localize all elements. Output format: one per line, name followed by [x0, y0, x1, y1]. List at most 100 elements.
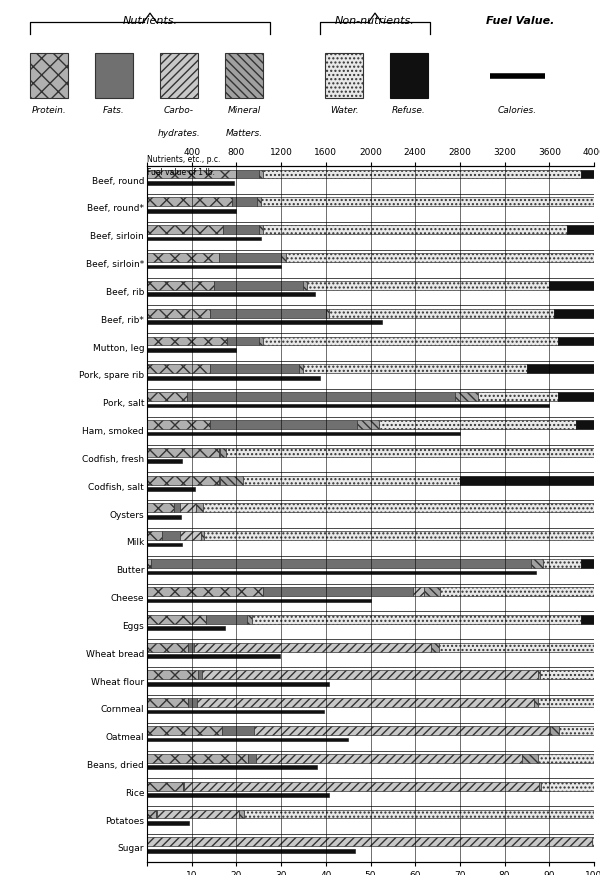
Bar: [147, 821, 190, 825]
Bar: [226, 448, 594, 457]
Bar: [147, 503, 174, 513]
Bar: [581, 559, 594, 568]
Bar: [379, 420, 576, 429]
Bar: [157, 809, 239, 818]
Bar: [242, 476, 460, 485]
Bar: [538, 754, 594, 763]
Bar: [440, 587, 594, 596]
Bar: [581, 170, 594, 178]
Bar: [439, 642, 594, 652]
Bar: [147, 348, 236, 352]
Bar: [147, 459, 182, 463]
Bar: [390, 53, 428, 98]
Bar: [147, 264, 281, 269]
Bar: [147, 181, 234, 185]
Bar: [204, 531, 594, 540]
Bar: [147, 531, 162, 540]
Bar: [147, 626, 225, 630]
Bar: [147, 794, 329, 797]
Bar: [147, 781, 183, 791]
Bar: [202, 670, 538, 679]
Bar: [567, 225, 594, 234]
Text: Nutrients.: Nutrients.: [122, 16, 178, 25]
Text: Protein.: Protein.: [32, 107, 67, 116]
Bar: [413, 587, 424, 596]
Text: Fuel value of 1 lb.: Fuel value of 1 lb.: [147, 168, 215, 177]
Text: Fuel Value.: Fuel Value.: [486, 16, 554, 25]
Bar: [522, 754, 538, 763]
Bar: [542, 559, 581, 568]
Bar: [538, 698, 594, 707]
Bar: [147, 738, 348, 741]
Bar: [188, 698, 197, 707]
Bar: [281, 253, 286, 262]
Bar: [254, 726, 550, 735]
Bar: [263, 225, 567, 234]
Bar: [455, 392, 478, 401]
Bar: [261, 198, 594, 206]
Text: Nutrients, etc., p.c.: Nutrients, etc., p.c.: [147, 155, 220, 164]
Bar: [257, 198, 261, 206]
Bar: [194, 642, 431, 652]
Bar: [225, 53, 263, 98]
Bar: [147, 420, 209, 429]
Text: Carbo-: Carbo-: [164, 107, 194, 116]
Bar: [198, 670, 202, 679]
Bar: [239, 809, 244, 818]
Bar: [223, 225, 259, 234]
Bar: [554, 309, 594, 318]
Bar: [533, 698, 538, 707]
Bar: [179, 503, 196, 513]
Bar: [147, 654, 280, 658]
Bar: [550, 726, 559, 735]
Bar: [263, 587, 413, 596]
Bar: [147, 809, 157, 818]
Bar: [247, 615, 251, 624]
Bar: [248, 754, 256, 763]
Bar: [147, 337, 227, 346]
Text: Mineral: Mineral: [227, 107, 260, 116]
Bar: [147, 431, 460, 435]
Text: Water.: Water.: [329, 107, 358, 116]
Bar: [147, 320, 382, 324]
Bar: [532, 559, 542, 568]
Bar: [147, 476, 218, 485]
Bar: [147, 448, 218, 457]
Bar: [251, 615, 581, 624]
Bar: [214, 281, 304, 290]
Bar: [357, 420, 379, 429]
Bar: [147, 237, 261, 241]
Bar: [263, 170, 581, 178]
Bar: [147, 403, 550, 408]
Bar: [95, 53, 133, 98]
Bar: [147, 225, 223, 234]
Bar: [209, 309, 326, 318]
Bar: [307, 281, 550, 290]
Bar: [187, 392, 455, 401]
Bar: [179, 531, 201, 540]
Bar: [244, 809, 593, 818]
Bar: [30, 53, 68, 98]
Bar: [183, 781, 184, 791]
Bar: [550, 281, 594, 290]
Bar: [147, 392, 187, 401]
Bar: [286, 253, 594, 262]
Text: hydrates.: hydrates.: [158, 129, 200, 138]
Bar: [160, 53, 198, 98]
Bar: [147, 487, 195, 491]
Bar: [184, 781, 539, 791]
Text: Calories.: Calories.: [497, 107, 536, 116]
Bar: [460, 476, 594, 485]
Bar: [162, 531, 179, 540]
Bar: [151, 559, 532, 568]
Bar: [259, 225, 263, 234]
Bar: [232, 198, 257, 206]
Bar: [196, 503, 203, 513]
Bar: [147, 515, 181, 519]
Text: Non-nutrients.: Non-nutrients.: [335, 16, 415, 25]
Bar: [147, 253, 218, 262]
Bar: [147, 710, 323, 713]
Bar: [174, 503, 179, 513]
Bar: [326, 309, 329, 318]
Bar: [147, 292, 314, 296]
